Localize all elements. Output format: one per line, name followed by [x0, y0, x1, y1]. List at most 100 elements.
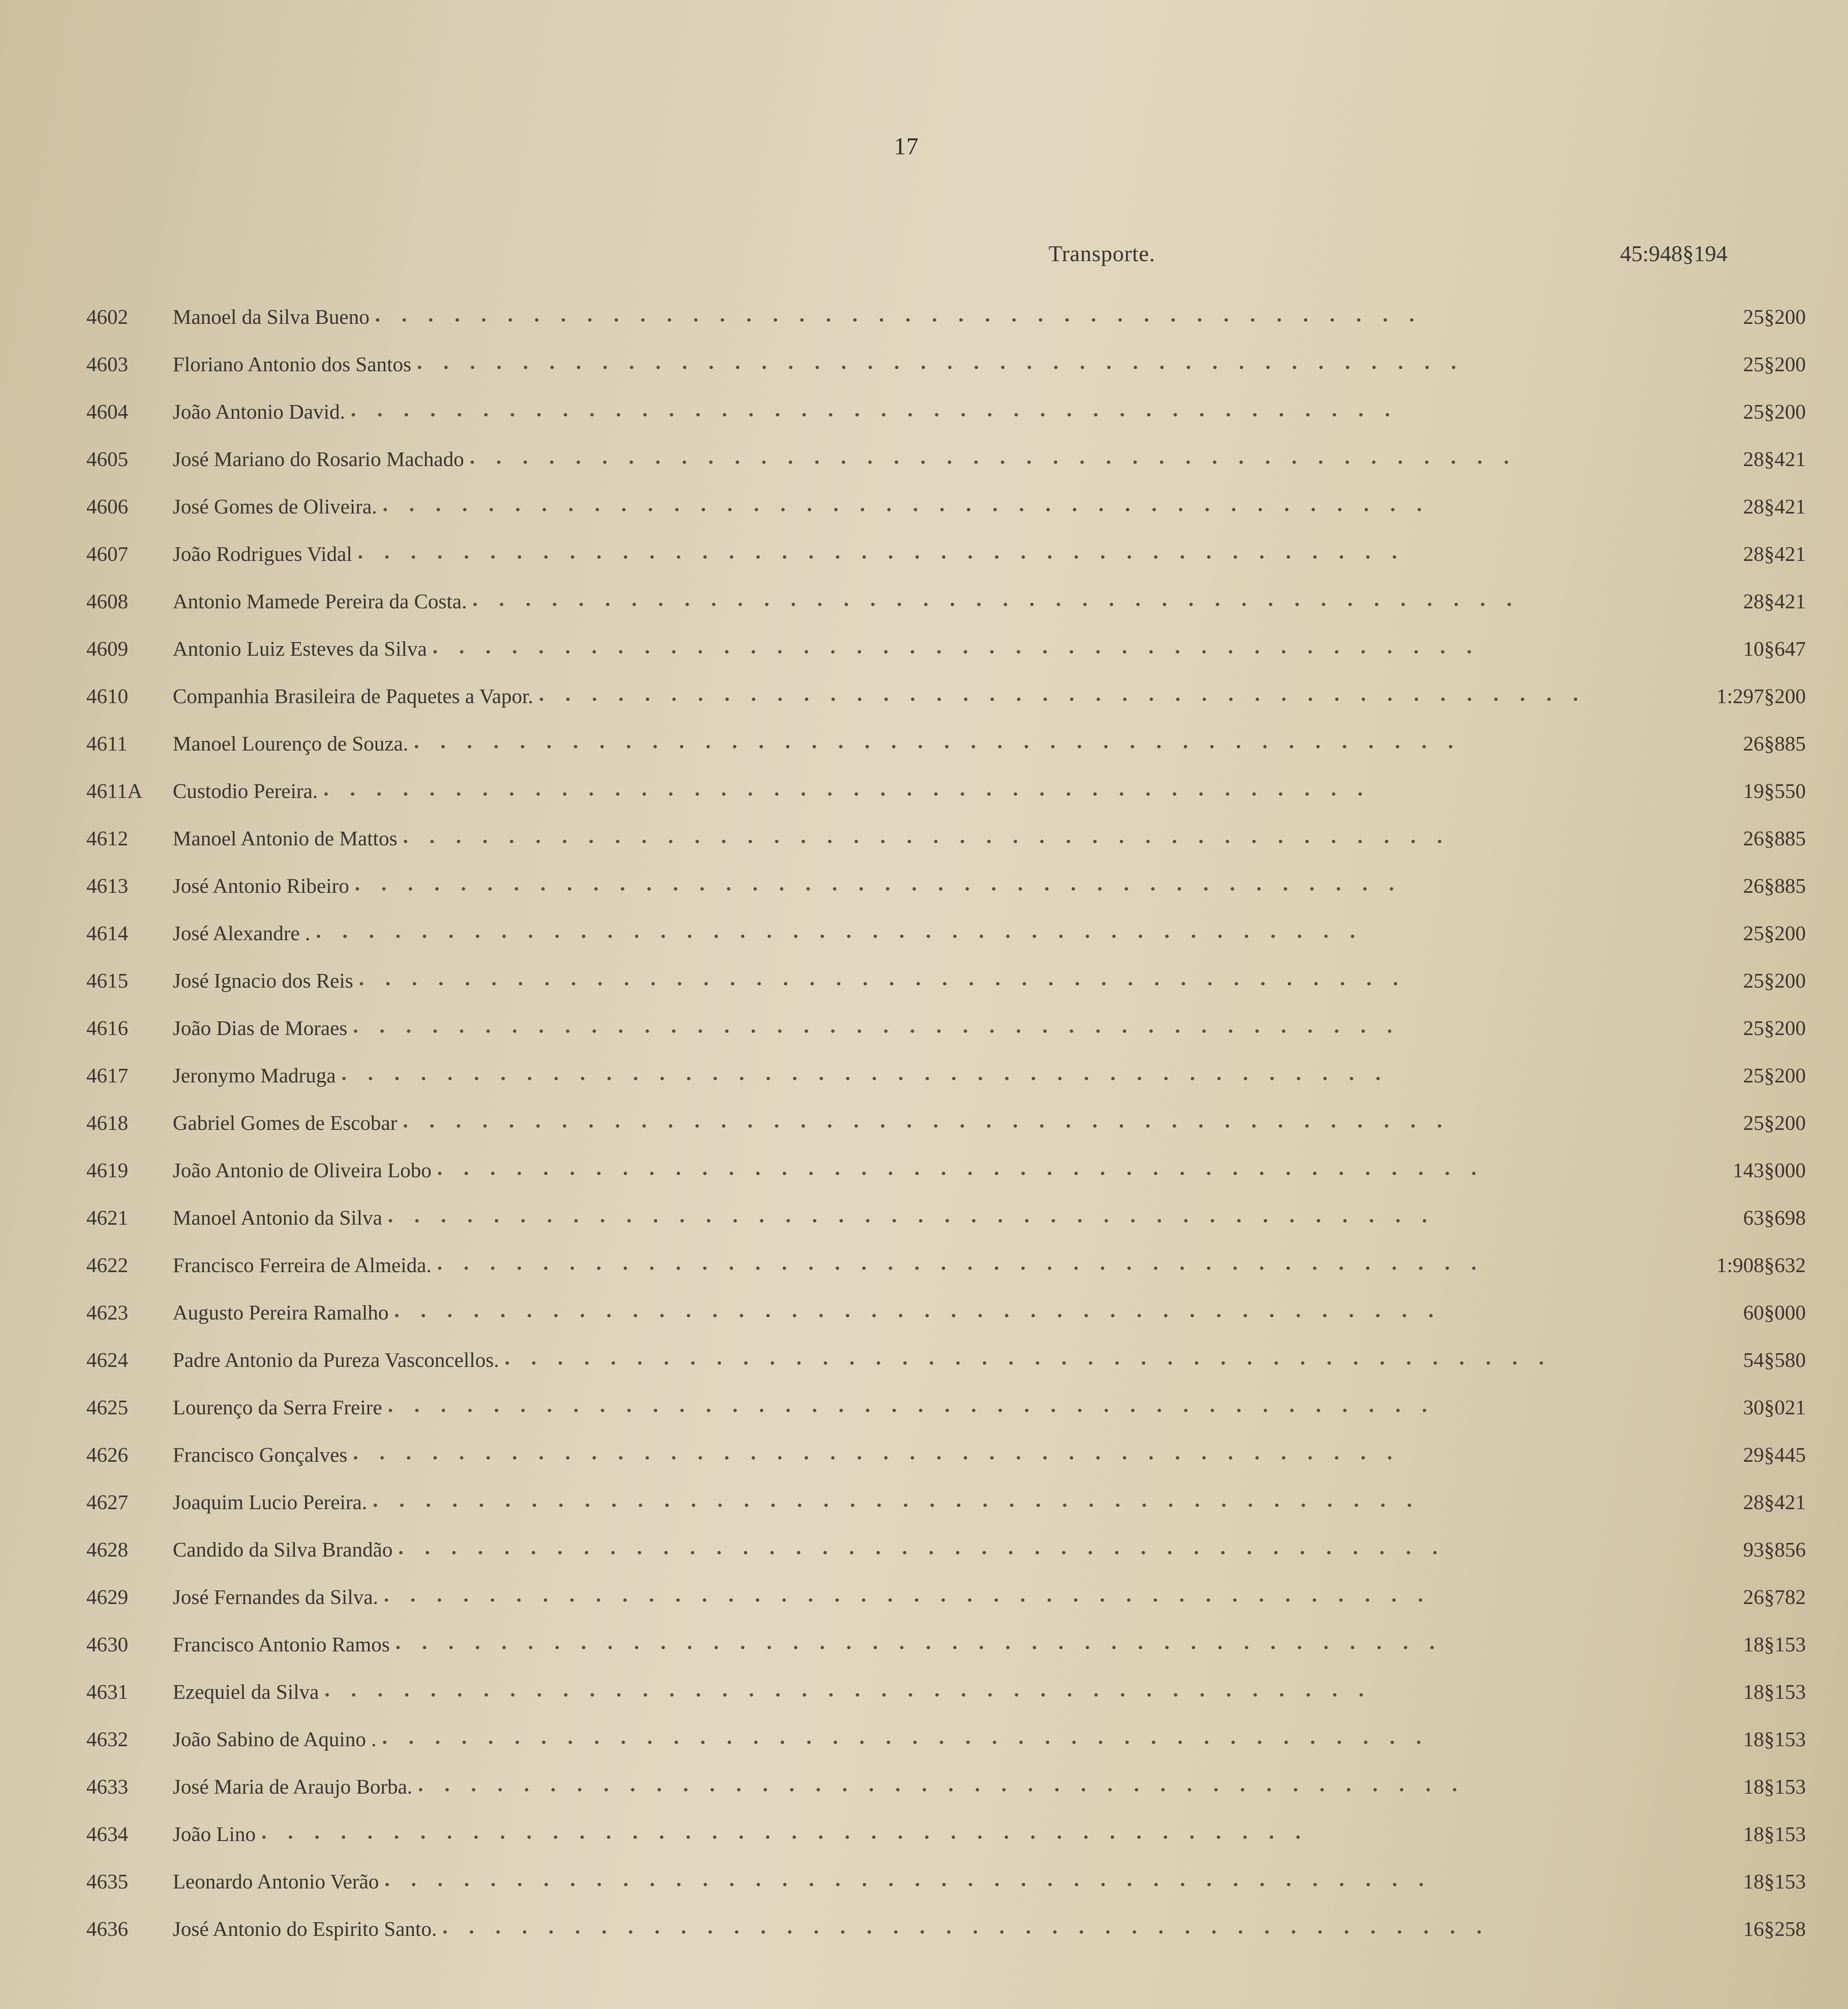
ledger-row: 4608 Antonio Mamede Pereira da Costa.. . … — [86, 590, 1806, 637]
entry-name: Floriano Antonio dos Santos — [173, 353, 411, 376]
entry-number: 4611 — [86, 732, 173, 756]
entry-name: José Alexandre . — [173, 922, 310, 945]
entry-leader-dots: . . . . . . . . . . . . . . . . . . . . … — [375, 303, 1665, 327]
entry-name: João Lino — [173, 1823, 256, 1846]
entry-name: José Maria de Araujo Borba. — [173, 1775, 412, 1799]
entry-value: 93§856 — [1673, 1538, 1806, 1562]
page-number: 17 — [894, 133, 919, 160]
entry-leader-dots: . . . . . . . . . . . . . . . . . . . . … — [353, 1014, 1665, 1038]
entry-number: 4602 — [86, 305, 173, 329]
entry-leader-dots: . . . . . . . . . . . . . . . . . . . . … — [353, 1441, 1665, 1465]
entry-leader-dots: . . . . . . . . . . . . . . . . . . . . … — [316, 919, 1665, 943]
entry-number: 4623 — [86, 1301, 173, 1325]
entry-name: João Antonio David. — [173, 400, 345, 424]
ledger-row: 4604 João Antonio David.. . . . . . . . .… — [86, 400, 1806, 448]
ledger-row: 4615 José Ignacio dos Reis. . . . . . . .… — [86, 969, 1806, 1017]
entry-value: 25§200 — [1673, 400, 1806, 424]
entry-name: José Ignacio dos Reis — [173, 969, 353, 993]
ledger-row: 4628 Candido da Silva Brandão. . . . . . … — [86, 1538, 1806, 1586]
entry-leader-dots: . . . . . . . . . . . . . . . . . . . . … — [403, 824, 1665, 848]
entry-value: 25§200 — [1673, 1017, 1806, 1040]
entry-value: 25§200 — [1673, 922, 1806, 945]
entry-value: 54§580 — [1673, 1348, 1806, 1372]
ledger-row: 4622 Francisco Ferreira de Almeida.. . . … — [86, 1254, 1806, 1301]
entry-name: João Dias de Moraes — [173, 1017, 348, 1040]
ledger-row: 4631 Ezequiel da Silva. . . . . . . . . .… — [86, 1680, 1806, 1728]
ledger-row: 4614 José Alexandre .. . . . . . . . . . … — [86, 922, 1806, 969]
entry-value: 26§885 — [1673, 732, 1806, 756]
entry-name: Padre Antonio da Pureza Vasconcellos. — [173, 1348, 499, 1372]
entry-value: 16§258 — [1673, 1917, 1806, 1941]
ledger-row: 4629 José Fernandes da Silva.. . . . . . … — [86, 1586, 1806, 1633]
entry-value: 25§200 — [1673, 353, 1806, 376]
entry-name: Manoel Antonio de Mattos — [173, 827, 397, 851]
header-transport-row: Transporte. 45:948§194 — [1049, 241, 1727, 267]
entry-name: Manoel Lourenço de Souza. — [173, 732, 408, 756]
entry-number: 4625 — [86, 1396, 173, 1420]
entry-number: 4612 — [86, 827, 173, 851]
entry-value: 28§421 — [1673, 1491, 1806, 1514]
ledger-row: 4616 João Dias de Moraes. . . . . . . . .… — [86, 1017, 1806, 1064]
ledger-row: 4611 Manoel Lourenço de Souza.. . . . . .… — [86, 732, 1806, 779]
entry-value: 10§647 — [1673, 637, 1806, 661]
entry-leader-dots: . . . . . . . . . . . . . . . . . . . . … — [325, 1678, 1665, 1702]
ledger-row: 4611A Custodio Pereira.. . . . . . . . . … — [86, 779, 1806, 827]
entry-leader-dots: . . . . . . . . . . . . . . . . . . . . … — [341, 1062, 1665, 1085]
ledger-page: 17 Transporte. 45:948§194 4602 Manoel da … — [0, 0, 1848, 2009]
entry-name: Joaquim Lucio Pereira. — [173, 1491, 367, 1514]
entry-number: 4630 — [86, 1633, 173, 1657]
entry-leader-dots: . . . . . . . . . . . . . . . . . . . . … — [262, 1820, 1665, 1844]
entry-number: 4621 — [86, 1206, 173, 1230]
entry-name: Ezequiel da Silva — [173, 1680, 319, 1704]
entry-value: 18§153 — [1673, 1633, 1806, 1657]
entry-value: 25§200 — [1673, 969, 1806, 993]
ledger-row: 4625 Lourenço da Serra Freire. . . . . . … — [86, 1396, 1806, 1443]
entry-number: 4629 — [86, 1586, 173, 1609]
entry-leader-dots: . . . . . . . . . . . . . . . . . . . . … — [358, 540, 1665, 564]
entry-leader-dots: . . . . . . . . . . . . . . . . . . . . … — [373, 1488, 1665, 1512]
entry-value: 18§153 — [1673, 1775, 1806, 1799]
entry-name: Companhia Brasileira de Paquetes a Vapor… — [173, 685, 533, 708]
ledger-row: 4619 João Antonio de Oliveira Lobo. . . .… — [86, 1159, 1806, 1206]
entry-leader-dots: . . . . . . . . . . . . . . . . . . . . … — [433, 635, 1665, 659]
ledger-row: 4633 José Maria de Araujo Borba.. . . . .… — [86, 1775, 1806, 1823]
entry-value: 25§200 — [1673, 1064, 1806, 1088]
entry-name: João Sabino de Aquino . — [173, 1728, 376, 1751]
entry-number: 4603 — [86, 353, 173, 376]
entry-number: 4626 — [86, 1443, 173, 1467]
entry-leader-dots: . . . . . . . . . . . . . . . . . . . . … — [470, 445, 1665, 469]
entry-number: 4606 — [86, 495, 173, 519]
entry-number: 4605 — [86, 448, 173, 471]
entry-name: José Antonio Ribeiro — [173, 874, 349, 898]
entry-name: João Rodrigues Vidal — [173, 542, 352, 566]
ledger-row: 4626 Francisco Gonçalves. . . . . . . . .… — [86, 1443, 1806, 1491]
entry-value: 19§550 — [1673, 779, 1806, 803]
ledger-row: 4609 Antonio Luiz Esteves da Silva. . . .… — [86, 637, 1806, 685]
entry-leader-dots: . . . . . . . . . . . . . . . . . . . . … — [388, 1204, 1665, 1227]
entry-number: 4609 — [86, 637, 173, 661]
entry-value: 1:908§632 — [1673, 1254, 1806, 1277]
entry-number: 4622 — [86, 1254, 173, 1277]
entry-value: 26§885 — [1673, 874, 1806, 898]
entry-value: 1:297§200 — [1673, 685, 1806, 708]
ledger-row: 4612 Manoel Antonio de Mattos. . . . . . … — [86, 827, 1806, 874]
entry-value: 18§153 — [1673, 1680, 1806, 1704]
ledger-row: 4634 João Lino. . . . . . . . . . . . . .… — [86, 1823, 1806, 1870]
entry-leader-dots: . . . . . . . . . . . . . . . . . . . . … — [359, 967, 1665, 990]
entry-number: 4613 — [86, 874, 173, 898]
ledger-row: 4606 José Gomes de Oliveira.. . . . . . .… — [86, 495, 1806, 542]
entry-value: 25§200 — [1673, 1111, 1806, 1135]
entry-name: Lourenço da Serra Freire — [173, 1396, 382, 1420]
entry-leader-dots: . . . . . . . . . . . . . . . . . . . . … — [384, 1868, 1665, 1891]
entry-name: Francisco Ferreira de Almeida. — [173, 1254, 431, 1277]
entry-number: 4617 — [86, 1064, 173, 1088]
transporte-value: 45:948§194 — [1620, 241, 1727, 267]
entry-number: 4608 — [86, 590, 173, 614]
entry-number: 4619 — [86, 1159, 173, 1182]
transporte-label: Transporte. — [1049, 241, 1155, 267]
ledger-row: 4610 Companhia Brasileira de Paquetes a V… — [86, 685, 1806, 732]
entry-number: 4635 — [86, 1870, 173, 1894]
entry-number: 4624 — [86, 1348, 173, 1372]
ledger-row: 4627 Joaquim Lucio Pereira.. . . . . . . … — [86, 1491, 1806, 1538]
entry-name: Antonio Mamede Pereira da Costa. — [173, 590, 467, 614]
